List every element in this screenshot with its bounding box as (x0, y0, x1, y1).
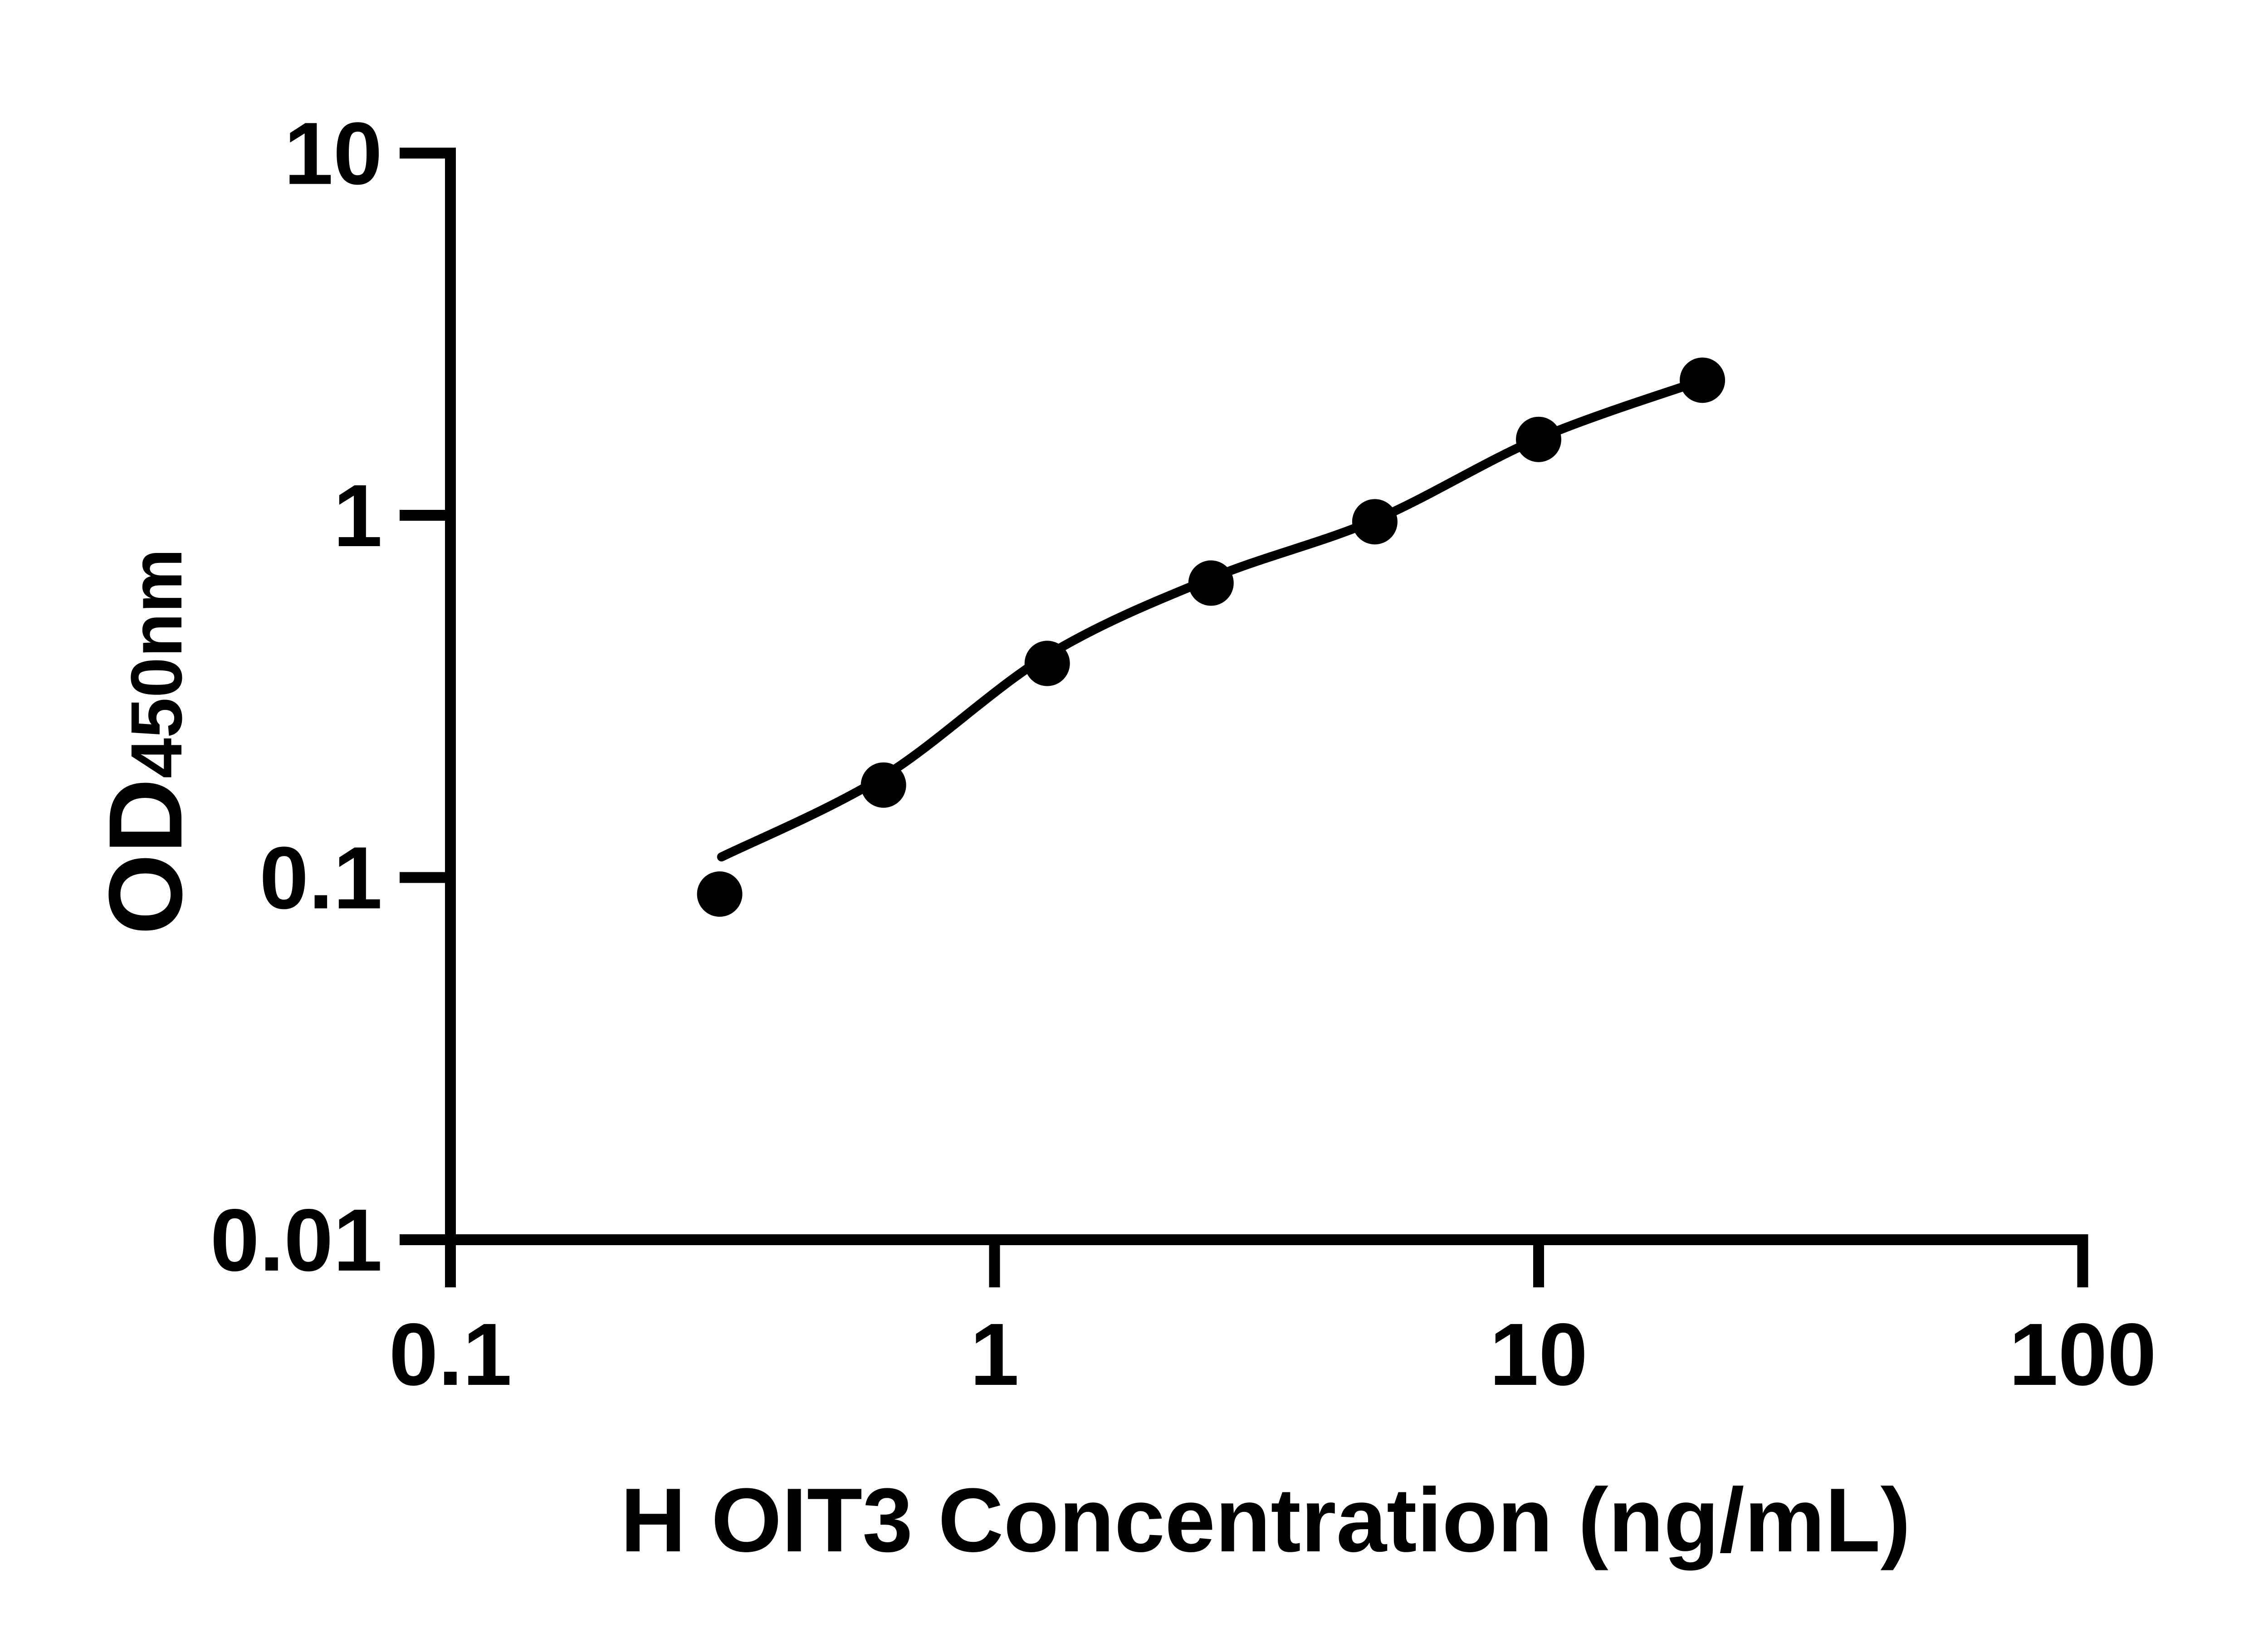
x-tick-label: 0.1 (389, 1305, 512, 1404)
y-tick-label: 0.1 (259, 829, 382, 928)
x-axis-title: H OIT3 Concentration (ng/mL) (621, 1470, 1911, 1571)
data-point (860, 762, 906, 808)
y-axis-title-subscript: 450nm (116, 548, 197, 778)
data-point (1024, 640, 1070, 686)
data-point (1516, 416, 1561, 462)
data-point (1680, 357, 1725, 403)
y-tick-label: 0.01 (210, 1191, 382, 1290)
x-tick-label: 10 (1490, 1305, 1588, 1404)
x-tick-label: 100 (2009, 1305, 2156, 1404)
data-point (1352, 499, 1398, 545)
x-tick-label: 1 (970, 1305, 1019, 1404)
y-axis-title-main: OD (87, 778, 204, 935)
y-axis-title: OD450nm (87, 548, 204, 935)
data-point (697, 871, 743, 917)
y-tick-label: 10 (284, 104, 382, 203)
y-tick-label: 1 (333, 466, 382, 565)
data-point (1188, 560, 1234, 606)
